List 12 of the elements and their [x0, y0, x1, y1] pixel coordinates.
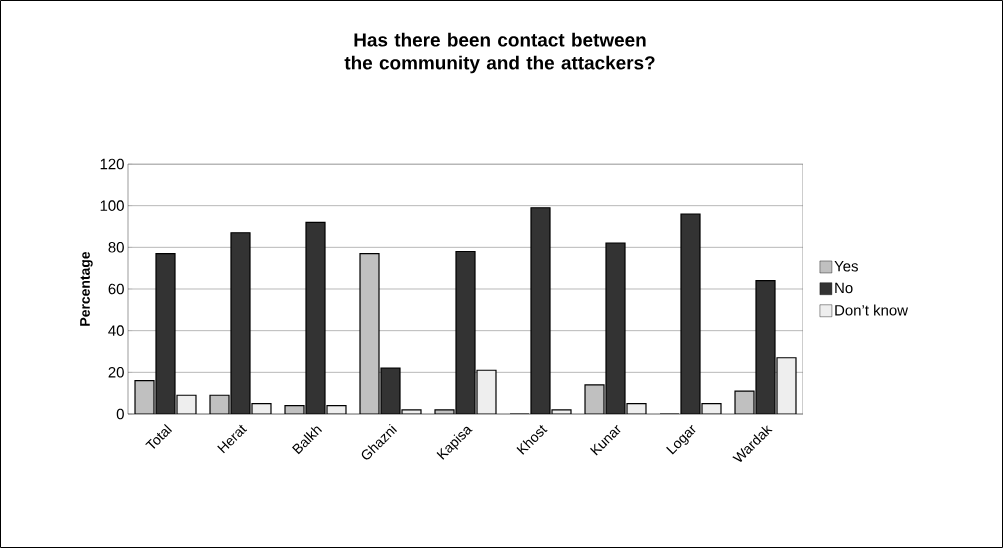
chart-title: Has there been contact between the community and the attackers?: [344, 32, 655, 74]
legend-label: Yes: [834, 261, 858, 272]
legend-label: Don’t know: [835, 304, 909, 316]
y-tick-label: 0: [116, 408, 124, 420]
y-tick-label: 20: [108, 367, 124, 378]
legend-label: No: [835, 282, 853, 294]
y-tick-label: 60: [108, 283, 124, 295]
y-tick-label: 120: [100, 158, 124, 170]
y-tick-label: 40: [108, 325, 124, 336]
y-tick-label: 80: [108, 242, 124, 253]
y-axis-title: Percentage: [80, 251, 93, 326]
y-tick-label: 100: [100, 200, 124, 211]
